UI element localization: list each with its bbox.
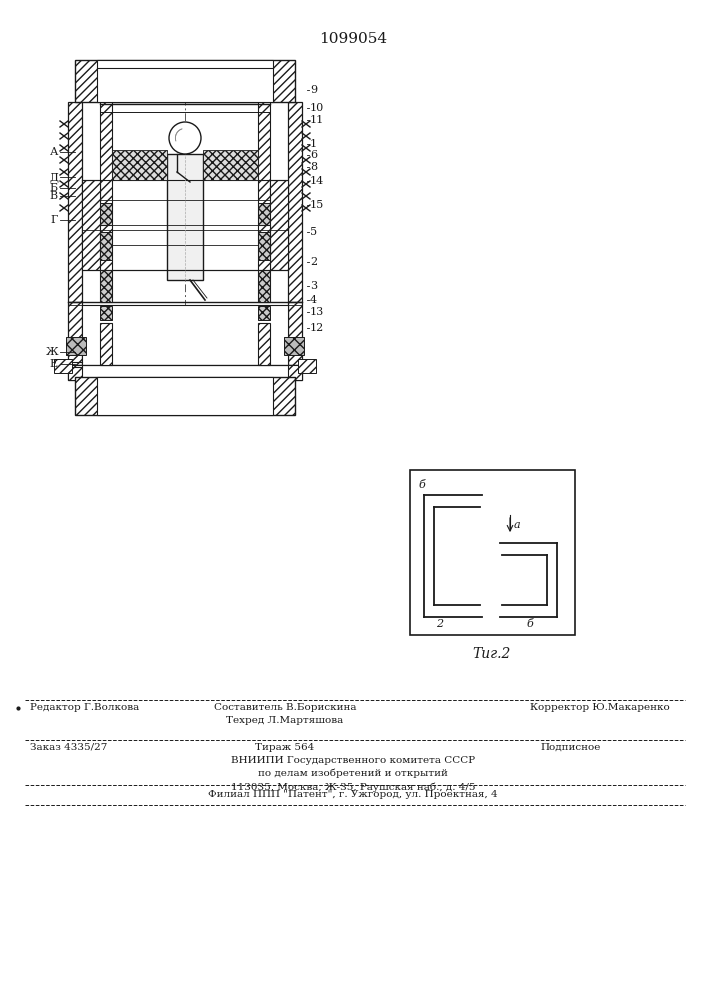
Text: Ж: Ж — [45, 347, 58, 357]
Bar — [288, 365, 302, 380]
Text: Составитель В.Борискина: Составитель В.Борискина — [214, 703, 356, 712]
Bar — [258, 203, 270, 225]
Text: 1: 1 — [310, 139, 317, 149]
Text: 4: 4 — [310, 295, 317, 305]
Bar — [270, 180, 288, 270]
Bar — [82, 305, 288, 365]
Text: Филиал ППП "Патент", г. Ужгород, ул. Проектная, 4: Филиал ППП "Патент", г. Ужгород, ул. Про… — [208, 790, 498, 799]
Bar — [298, 359, 316, 373]
Bar — [75, 60, 295, 102]
Text: А: А — [49, 147, 58, 157]
Bar — [100, 232, 112, 260]
Bar — [284, 337, 304, 355]
Text: 2: 2 — [436, 619, 443, 629]
Bar — [75, 377, 295, 415]
Text: Τиг.2: Τиг.2 — [473, 647, 511, 661]
Text: 3: 3 — [310, 281, 317, 291]
Bar — [100, 225, 112, 302]
Bar — [258, 270, 270, 302]
Bar — [68, 102, 82, 302]
Text: Г: Г — [51, 215, 58, 225]
Bar — [100, 102, 112, 225]
Text: 13: 13 — [310, 307, 325, 317]
Text: 11: 11 — [310, 115, 325, 125]
Text: а: а — [514, 520, 520, 530]
Text: Техред Л.Мартяшова: Техред Л.Мартяшова — [226, 716, 344, 725]
Text: 6: 6 — [310, 150, 317, 160]
Text: 8: 8 — [310, 162, 317, 172]
Bar — [100, 203, 112, 225]
Bar — [68, 365, 82, 380]
Bar — [66, 337, 86, 355]
Text: 12: 12 — [310, 323, 325, 333]
Text: В: В — [50, 191, 58, 201]
Text: Тираж 564: Тираж 564 — [255, 743, 315, 752]
Text: по делам изобретений и открытий: по делам изобретений и открытий — [258, 769, 448, 778]
Bar — [82, 180, 100, 270]
Bar — [100, 306, 112, 320]
Bar — [258, 102, 270, 225]
Text: Б: Б — [50, 183, 58, 193]
Bar — [100, 270, 112, 302]
Bar — [97, 377, 273, 415]
Text: 1099054: 1099054 — [319, 32, 387, 46]
Text: б: б — [418, 480, 425, 490]
Text: 9: 9 — [310, 85, 317, 95]
Text: Подписное: Подписное — [540, 743, 600, 752]
Text: 15: 15 — [310, 200, 325, 210]
Text: 10: 10 — [310, 103, 325, 113]
Text: 2: 2 — [310, 257, 317, 267]
Bar — [258, 232, 270, 260]
Text: 113035, Москва, Ж-35, Раушская наб., д. 4/5: 113035, Москва, Ж-35, Раушская наб., д. … — [230, 782, 475, 792]
Text: 14: 14 — [310, 176, 325, 186]
Bar — [288, 102, 302, 302]
Bar — [203, 150, 258, 180]
Bar — [410, 470, 575, 635]
Text: Τиг.1: Τиг.1 — [166, 397, 204, 411]
Text: б: б — [527, 619, 533, 629]
Text: Д: Д — [49, 172, 58, 182]
Bar — [112, 150, 167, 180]
Bar — [288, 302, 302, 365]
Text: 5: 5 — [310, 227, 317, 237]
Bar — [258, 225, 270, 302]
Bar — [258, 306, 270, 320]
Bar — [68, 302, 82, 365]
Circle shape — [169, 122, 201, 154]
Bar — [258, 323, 270, 365]
Text: Заказ 4335/27: Заказ 4335/27 — [30, 743, 107, 752]
Bar — [167, 154, 203, 280]
Bar — [100, 323, 112, 365]
Text: Е: Е — [50, 359, 58, 369]
Text: Редактор Г.Волкова: Редактор Г.Волкова — [30, 703, 139, 712]
Bar — [68, 365, 302, 380]
Bar — [97, 60, 273, 102]
Text: ВНИИПИ Государственного комитета СССР: ВНИИПИ Государственного комитета СССР — [231, 756, 475, 765]
Bar — [54, 359, 72, 373]
Text: Корректор Ю.Макаренко: Корректор Ю.Макаренко — [530, 703, 670, 712]
